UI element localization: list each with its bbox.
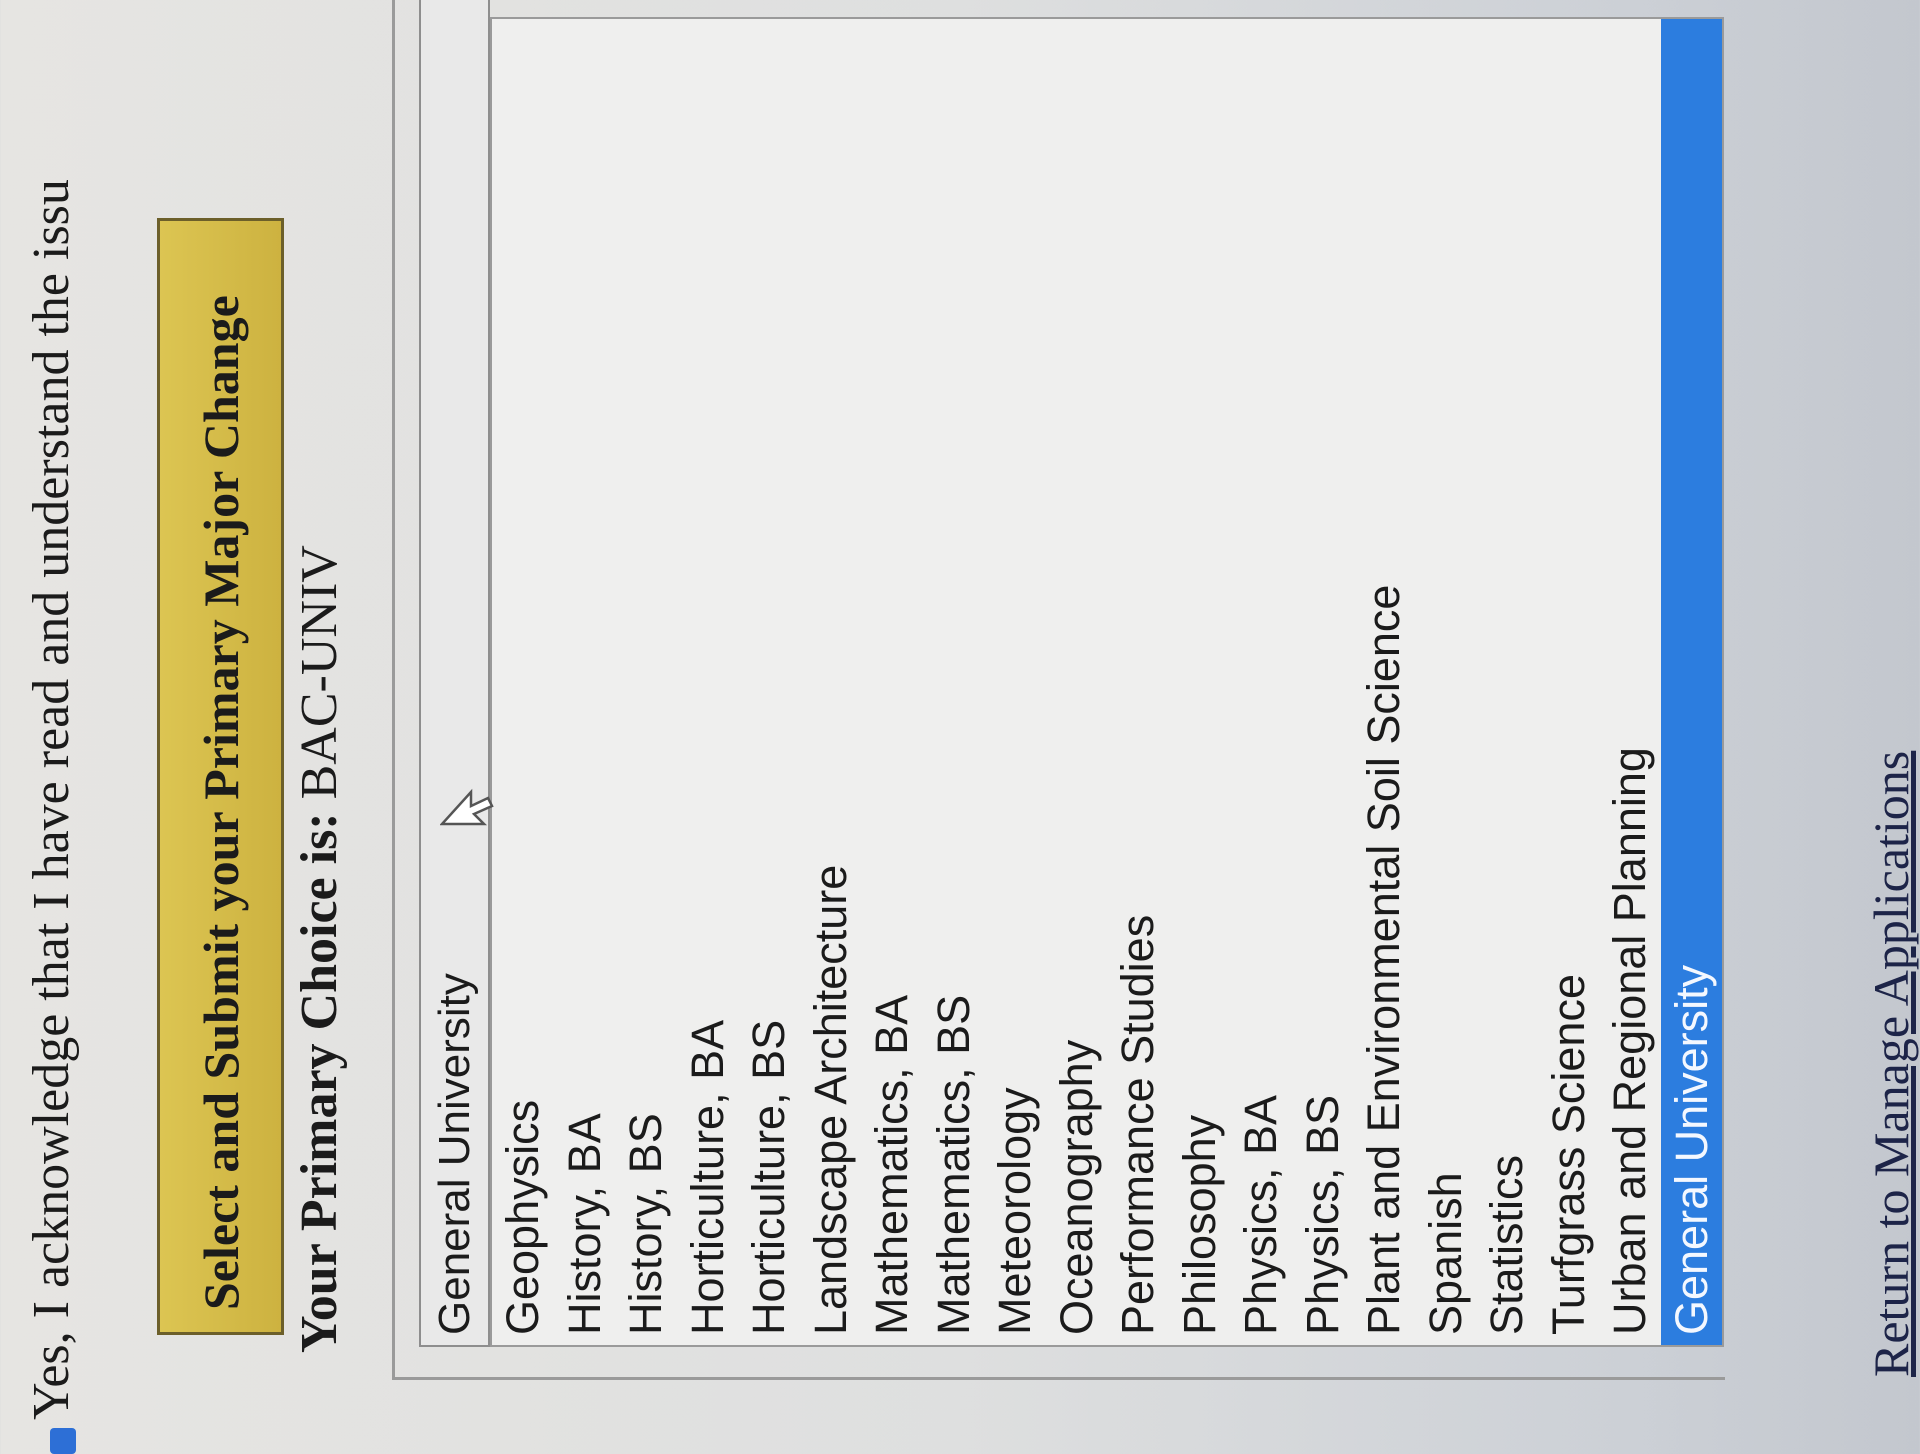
- major-option[interactable]: Performance Studies: [1112, 914, 1163, 1335]
- major-select[interactable]: General University: [419, 0, 490, 1347]
- primary-choice-value: BAC-UNIV: [291, 545, 348, 800]
- major-option[interactable]: Geophysics: [497, 1099, 548, 1335]
- acknowledge-checkbox[interactable]: [50, 1428, 76, 1454]
- return-to-manage-applications-link[interactable]: Return to Manage Applications: [1863, 750, 1919, 1377]
- major-option[interactable]: Mathematics, BA: [866, 994, 917, 1335]
- major-option[interactable]: Mathematics, BS: [927, 994, 979, 1335]
- acknowledge-text: Yes, I acknowledge that I have read and …: [23, 179, 80, 1420]
- major-option[interactable]: Landscape Architecture: [804, 864, 856, 1335]
- major-option[interactable]: Physics, BS: [1296, 1094, 1348, 1335]
- major-option[interactable]: Statistics: [1481, 1154, 1532, 1335]
- mouse-cursor-icon: [440, 788, 494, 826]
- major-option[interactable]: Turfgrass Science: [1542, 974, 1594, 1335]
- major-option[interactable]: General University: [1660, 19, 1722, 1345]
- major-option[interactable]: Horticulture, BA: [681, 1019, 733, 1335]
- major-option[interactable]: History, BS: [620, 1113, 671, 1335]
- submit-major-change-button[interactable]: Select and Submit your Primary Major Cha…: [157, 218, 284, 1335]
- major-option[interactable]: Physics, BA: [1235, 1094, 1286, 1335]
- major-options-list[interactable]: Geophysics History, BA History, BS Horticul…: [490, 17, 1724, 1347]
- major-option[interactable]: Plant and Environmental Soil Science: [1358, 584, 1409, 1335]
- major-option[interactable]: Meteorology: [989, 1087, 1040, 1335]
- major-option[interactable]: Oceanography: [1050, 1039, 1102, 1335]
- major-option[interactable]: Urban and Regional Planning: [1604, 747, 1655, 1335]
- major-option[interactable]: Horticulture, BS: [743, 1019, 794, 1335]
- primary-choice: Your Primary Choice is: BAC-UNIV: [290, 545, 349, 1353]
- primary-choice-label: Your Primary Choice is:: [291, 812, 348, 1353]
- major-option[interactable]: Spanish: [1419, 1172, 1471, 1335]
- major-option[interactable]: History, BA: [558, 1113, 610, 1335]
- major-option[interactable]: Philosophy: [1173, 1114, 1225, 1335]
